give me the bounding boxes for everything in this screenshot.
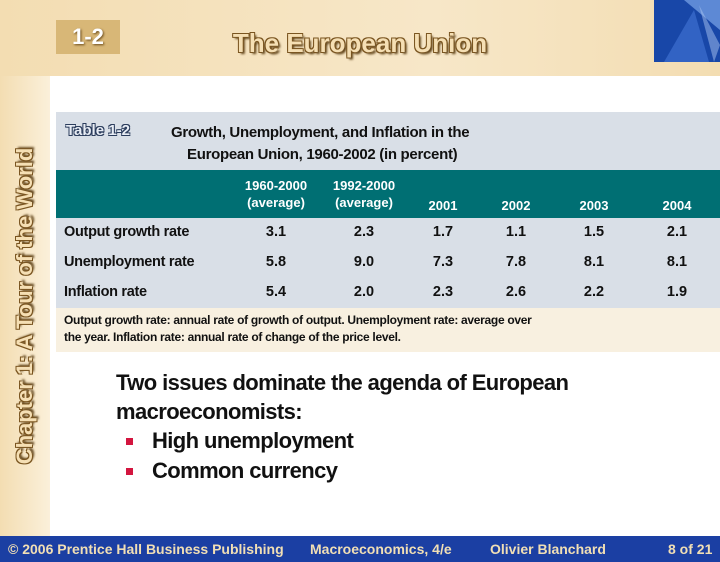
bullet-square-icon bbox=[126, 438, 133, 445]
list-item: Common currency bbox=[116, 456, 676, 486]
table-cell: 2.3 bbox=[353, 224, 375, 240]
table-cell: 1.9 bbox=[666, 284, 688, 300]
table-row: Unemployment rate 5.8 9.0 7.3 7.8 8.1 8.… bbox=[56, 248, 720, 278]
table-note: Output growth rate: annual rate of growt… bbox=[56, 308, 720, 352]
table-cell: 1.1 bbox=[505, 224, 527, 240]
page-number: 8 of 21 bbox=[668, 541, 713, 557]
table-label: Table 1-2 bbox=[66, 122, 130, 139]
list-item: High unemployment bbox=[116, 426, 676, 456]
column-header: 1960-2000 (average) bbox=[244, 178, 308, 210]
column-header: 2001 bbox=[428, 198, 458, 213]
header-band bbox=[0, 0, 720, 76]
bullet-square-icon bbox=[126, 468, 133, 475]
bullet-text: Common currency bbox=[152, 458, 338, 483]
column-header: 1992-2000 (average) bbox=[332, 178, 396, 210]
table-cell: 2.3 bbox=[432, 284, 454, 300]
table-cell: 3.1 bbox=[265, 224, 287, 240]
note-line1: Output growth rate: annual rate of growt… bbox=[64, 313, 532, 327]
table-cell: 2.1 bbox=[666, 224, 688, 240]
section-number: 1-2 bbox=[56, 20, 120, 54]
table-cell: 2.6 bbox=[505, 284, 527, 300]
column-header: 2002 bbox=[501, 198, 531, 213]
agenda-line1: Two issues dominate the agenda of Europe… bbox=[116, 370, 569, 395]
chapter-label: Chapter 1: A Tour of the World bbox=[12, 147, 37, 465]
table-cell: 5.8 bbox=[265, 254, 287, 270]
column-header: 2004 bbox=[662, 198, 692, 213]
table-cell: 7.8 bbox=[505, 254, 527, 270]
note-line2: the year. Inflation rate: annual rate of… bbox=[64, 330, 401, 344]
slide-title: The European Union bbox=[232, 28, 488, 58]
bullet-text: High unemployment bbox=[152, 428, 354, 453]
column-header: 2003 bbox=[579, 198, 609, 213]
row-label: Inflation rate bbox=[64, 284, 147, 300]
table-cell: 1.7 bbox=[432, 224, 454, 240]
table-title-line2: European Union, 1960-2002 (in percent) bbox=[187, 146, 458, 163]
table-row: Output growth rate 3.1 2.3 1.7 1.1 1.5 2… bbox=[56, 218, 720, 248]
table-cell: 1.5 bbox=[583, 224, 605, 240]
agenda-text-block: Two issues dominate the agenda of Europe… bbox=[116, 368, 676, 486]
agenda-line2: macroeconomists: bbox=[116, 399, 303, 424]
table-cell: 5.4 bbox=[265, 284, 287, 300]
table-cell: 2.0 bbox=[353, 284, 375, 300]
footer-book: Macroeconomics, 4/e bbox=[310, 541, 452, 557]
table-cell: 9.0 bbox=[353, 254, 375, 270]
table-row: Inflation rate 5.4 2.0 2.3 2.6 2.2 1.9 bbox=[56, 278, 720, 308]
row-label: Unemployment rate bbox=[64, 254, 195, 270]
table-title-bar: Table 1-2 Growth, Unemployment, and Infl… bbox=[56, 112, 720, 170]
data-table: Table 1-2 Growth, Unemployment, and Infl… bbox=[56, 112, 720, 352]
footer-bar: © 2006 Prentice Hall Business Publishing… bbox=[0, 536, 720, 562]
table-title-line1: Growth, Unemployment, and Inflation in t… bbox=[171, 124, 470, 141]
table-header-row: 1960-2000 (average) 1992-2000 (average) 20… bbox=[56, 170, 720, 218]
table-cell: 8.1 bbox=[666, 254, 688, 270]
footer-author: Olivier Blanchard bbox=[490, 541, 606, 557]
side-band bbox=[0, 76, 50, 536]
table-cell: 7.3 bbox=[432, 254, 454, 270]
row-label: Output growth rate bbox=[64, 224, 190, 240]
table-title: Growth, Unemployment, and Inflation in t… bbox=[171, 122, 470, 166]
table-cell: 8.1 bbox=[583, 254, 605, 270]
footer-copyright: © 2006 Prentice Hall Business Publishing bbox=[8, 541, 284, 557]
corner-logo-icon bbox=[654, 0, 720, 62]
table-cell: 2.2 bbox=[583, 284, 605, 300]
